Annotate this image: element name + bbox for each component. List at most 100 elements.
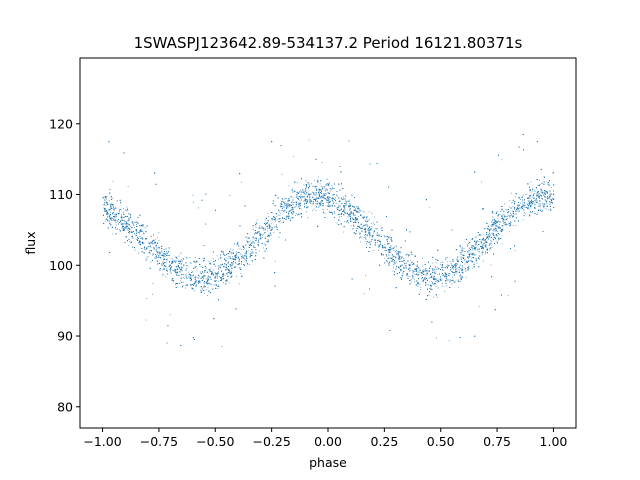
data-point (142, 252, 144, 254)
data-point (490, 229, 491, 231)
data-point (346, 203, 348, 205)
data-point (344, 220, 346, 222)
data-point (453, 268, 454, 270)
data-point (318, 193, 320, 195)
data-point (437, 281, 439, 283)
data-point (435, 286, 437, 287)
data-point (510, 214, 512, 216)
data-point (285, 205, 287, 207)
data-point (217, 271, 219, 272)
data-point (491, 242, 493, 244)
data-point (507, 214, 509, 216)
data-point (241, 255, 243, 256)
data-point (393, 250, 395, 251)
data-point (228, 252, 230, 254)
data-point (315, 196, 317, 198)
data-point (394, 256, 396, 258)
data-point (457, 267, 459, 269)
data-point (211, 272, 212, 274)
data-point (203, 284, 205, 286)
data-point (136, 224, 137, 225)
data-point (298, 203, 300, 205)
data-point (183, 274, 185, 275)
data-point (460, 274, 462, 276)
data-point (495, 226, 497, 228)
data-point (532, 190, 534, 192)
data-point (358, 216, 360, 217)
data-point (460, 264, 461, 266)
data-point (491, 240, 493, 242)
data-point (288, 197, 290, 199)
data-point (383, 247, 385, 249)
data-point (455, 270, 457, 272)
data-point (504, 203, 506, 205)
data-point (259, 225, 261, 227)
data-point (390, 251, 392, 253)
data-point (436, 266, 438, 268)
data-point (185, 276, 187, 278)
data-point (154, 243, 156, 244)
data-point (296, 192, 298, 193)
data-point (414, 281, 416, 283)
data-point (350, 210, 352, 212)
data-point (489, 228, 491, 230)
data-point (512, 224, 514, 226)
data-point (152, 254, 153, 256)
data-point (300, 197, 302, 199)
data-point (549, 185, 551, 187)
data-point (421, 275, 423, 276)
data-point (463, 259, 465, 261)
data-point (534, 197, 535, 199)
data-point (304, 202, 306, 204)
data-point (259, 232, 261, 234)
data-point (118, 212, 120, 214)
data-point (145, 319, 147, 321)
data-point (384, 243, 386, 245)
data-point (217, 288, 219, 289)
data-point (264, 219, 266, 221)
data-point (469, 253, 471, 255)
data-point (448, 340, 450, 342)
data-point (461, 276, 463, 277)
data-point (152, 293, 153, 295)
data-point (112, 205, 114, 207)
data-point (514, 250, 516, 252)
data-point (304, 200, 305, 201)
data-point (540, 194, 542, 196)
data-point (373, 222, 374, 224)
data-point (438, 272, 440, 274)
data-point (325, 194, 327, 196)
data-point (122, 217, 124, 218)
data-point (463, 256, 464, 258)
data-point (382, 245, 384, 247)
data-point (110, 211, 112, 213)
data-point (285, 203, 287, 205)
data-point (535, 200, 537, 202)
data-point (371, 212, 373, 214)
data-point (201, 289, 203, 291)
data-point (183, 277, 185, 279)
data-point (478, 306, 480, 308)
data-point (429, 276, 431, 278)
data-point (180, 252, 182, 254)
data-point (423, 278, 424, 280)
data-point (298, 206, 300, 208)
data-point (332, 204, 333, 206)
data-point (281, 202, 282, 204)
data-point (244, 255, 245, 256)
data-point (275, 220, 276, 222)
data-point (162, 253, 164, 255)
data-point (288, 185, 290, 187)
data-point (307, 199, 309, 201)
data-point (328, 203, 329, 205)
data-point (288, 205, 289, 207)
data-point (115, 213, 116, 215)
data-point (306, 211, 307, 213)
data-point (483, 234, 485, 236)
data-point (523, 209, 525, 211)
data-point (270, 222, 272, 224)
data-point (521, 197, 523, 199)
data-point (538, 205, 539, 207)
data-point (370, 232, 371, 234)
data-point (196, 281, 197, 283)
